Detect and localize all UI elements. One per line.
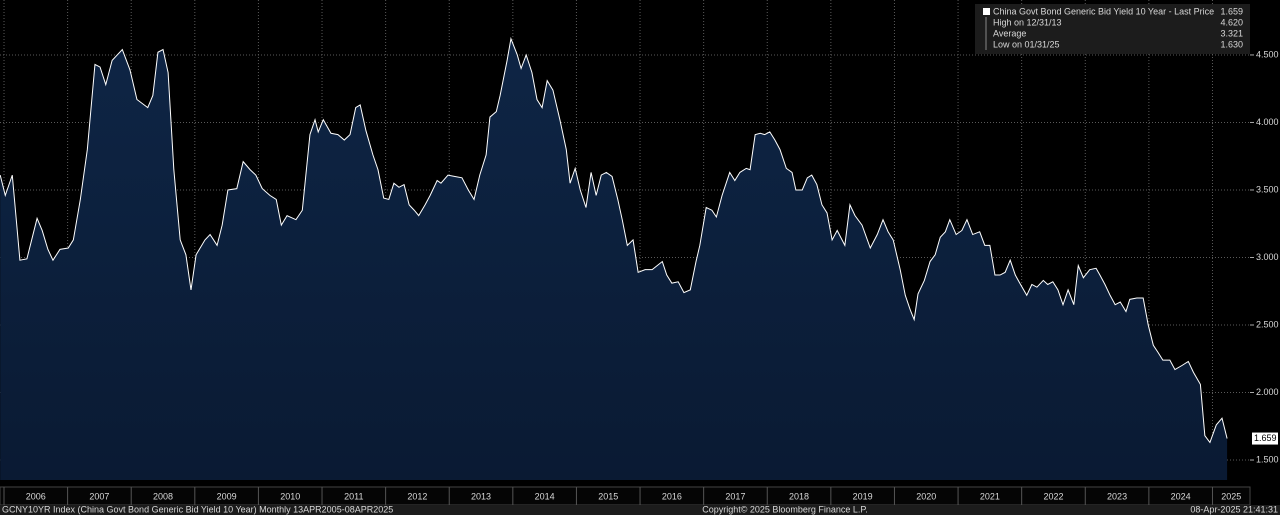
last-price-tag xyxy=(1252,432,1278,445)
x-tick-label: 2016 xyxy=(662,491,682,501)
line xyxy=(0,36,1228,444)
y-tick-label: 1.500 xyxy=(1256,454,1279,464)
x-tick-label: 2024 xyxy=(1171,491,1191,501)
y-tick-label: 4.500 xyxy=(1256,49,1279,59)
legend-name: China Govt Bond Generic Bid Yield 10 Yea… xyxy=(993,6,1214,16)
x-tick-label: 2017 xyxy=(725,491,745,501)
y-tick-label: 3.000 xyxy=(1256,252,1279,262)
y-tick-label: 3.500 xyxy=(1256,184,1279,194)
x-tick-label: 2010 xyxy=(280,491,300,501)
x-tick-label: 2011 xyxy=(344,491,363,501)
x-tick-label: 2014 xyxy=(535,491,555,501)
footer-right: 08-Apr-2025 21:41:31 xyxy=(1190,504,1278,514)
legend-stat-value: 4.620 xyxy=(1220,17,1243,27)
legend-stat-value: 1.630 xyxy=(1220,39,1243,49)
x-tick-label: 2013 xyxy=(471,491,491,501)
x-tick-label: 2009 xyxy=(217,491,237,501)
x-tick-label: 2020 xyxy=(916,491,936,501)
x-tick-label: 2023 xyxy=(1107,491,1127,501)
x-tick-label: 2021 xyxy=(980,491,1000,501)
area xyxy=(0,38,1228,480)
footer-center: Copyright© 2025 Bloomberg Finance L.P. xyxy=(702,504,868,514)
footer-band xyxy=(0,505,1280,515)
x-tick-label: 2008 xyxy=(153,491,173,501)
legend-value: 1.659 xyxy=(1220,6,1243,16)
x-tick-label: 2006 xyxy=(26,491,46,501)
legend-stat-value: 3.321 xyxy=(1220,28,1243,38)
y-tick-label: 2.000 xyxy=(1256,387,1279,397)
last-price-label: 1.659 xyxy=(1254,433,1277,443)
x-tick-label: 2022 xyxy=(1043,491,1063,501)
x-tick-label: 2007 xyxy=(89,491,109,501)
legend-stat-name: Average xyxy=(993,28,1026,38)
x-tick-label: 2012 xyxy=(407,491,427,501)
legend-stat-name: Low on 01/31/25 xyxy=(993,39,1060,49)
y-tick-label: 2.500 xyxy=(1256,319,1279,329)
footer-left: GCNY10YR Index (China Govt Bond Generic … xyxy=(2,504,393,514)
x-tick-label: 2018 xyxy=(789,491,809,501)
y-tick-label: 4.000 xyxy=(1256,117,1279,127)
x-tick-label: 2025 xyxy=(1221,491,1241,501)
legend-stat-name: High on 12/31/13 xyxy=(993,17,1062,27)
legend-box xyxy=(975,4,1250,54)
x-tick-label: 2019 xyxy=(853,491,873,501)
x-tick-label: 2015 xyxy=(598,491,618,501)
legend-swatch xyxy=(983,8,990,15)
